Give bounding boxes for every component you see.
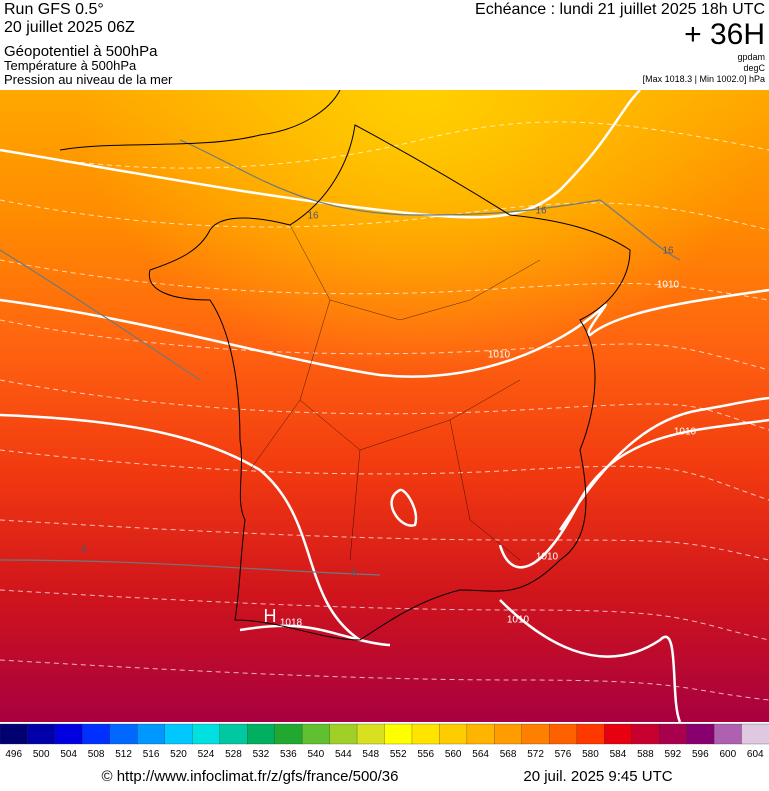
contour-label: 1010	[507, 615, 530, 626]
colorbar-label: 540	[307, 749, 324, 760]
valid-time: Echéance : lundi 21 juillet 2025 18h UTC	[475, 1, 765, 18]
colorbar-label: 548	[362, 749, 379, 760]
colorbar-swatch	[54, 723, 84, 745]
colorbar-swatch	[274, 723, 303, 745]
colorbar-label: 588	[637, 749, 654, 760]
colorbar-label: 532	[253, 749, 270, 760]
map-labels: 16 16 16 1010 1010 1010 1010 1010 H 1018 8 8	[81, 206, 696, 629]
colorbar-label: 528	[225, 749, 242, 760]
contour-label: H	[264, 606, 277, 626]
colorbar-swatch	[219, 723, 248, 745]
colorbar-label: 568	[500, 749, 517, 760]
unit: [Max 1018.3 | Min 1002.0] hPa	[643, 74, 765, 84]
colorbar-swatch	[356, 723, 386, 745]
lead-time: + 36H	[684, 18, 765, 51]
colorbar-label: 504	[60, 749, 77, 760]
colorbar-swatch	[658, 723, 688, 745]
contour-label: 1010	[488, 350, 511, 361]
colorbar-label: 592	[665, 749, 682, 760]
colorbar-label: 536	[280, 749, 297, 760]
colorbar-swatch	[109, 723, 138, 745]
colorbar-swatch	[411, 723, 441, 745]
contour-label: 1018	[280, 618, 303, 629]
header: Run GFS 0.5° 20 juillet 2025 06Z Géopote…	[4, 1, 766, 87]
colorbar-label: 580	[582, 749, 599, 760]
borders	[249, 224, 541, 561]
colorbar-swatch	[192, 723, 221, 745]
colorbar-swatch	[604, 723, 633, 745]
contour-label: 1010	[657, 280, 680, 291]
colorbar-swatch	[494, 723, 523, 745]
colorbar-swatch	[549, 723, 578, 745]
colorbar-label: 572	[527, 749, 544, 760]
geopotential-contours	[0, 139, 681, 576]
colorbar-swatch	[576, 723, 605, 745]
field-name: Température à 500hPa	[4, 58, 137, 73]
colorbar-label: 564	[472, 749, 489, 760]
colorbar-swatch	[247, 723, 276, 745]
coastline-uk	[59, 90, 341, 151]
unit: degC	[743, 63, 765, 73]
colorbar-swatch	[137, 723, 166, 745]
colorbar-label: 524	[198, 749, 215, 760]
colorbar-label: 596	[692, 749, 709, 760]
contour-label: 1010	[674, 427, 697, 438]
colorbar-swatch	[329, 723, 358, 745]
colorbar-label: 556	[417, 749, 434, 760]
colorbar-label: 496	[5, 749, 22, 760]
colorbar-label: 508	[88, 749, 105, 760]
colorbar-label: 560	[445, 749, 462, 760]
colorbar-label: 500	[33, 749, 50, 760]
colorbar-label: 544	[335, 749, 352, 760]
colorbar-swatch	[686, 723, 715, 745]
colorbar-swatch	[82, 723, 111, 745]
field-high	[0, 90, 769, 722]
colorbar-swatch	[439, 723, 468, 745]
colorbar-label: 584	[610, 749, 627, 760]
colorbar-label: 516	[143, 749, 160, 760]
colorbar-label: 576	[555, 749, 572, 760]
colorbar-swatch	[466, 723, 496, 745]
colorbar-label: 512	[115, 749, 132, 760]
colorbar-swatch	[631, 723, 660, 745]
colorbar: 496 500 504 508 512 516 520 524 528 532 536 540 544 5…	[0, 723, 769, 760]
source: © http://www.infoclimat.fr/z/gfs/france/…	[101, 768, 398, 785]
contour-label: 8	[351, 568, 357, 579]
run: 20 juillet 2025 06Z	[4, 19, 135, 36]
issued: 20 juil. 2025 9:45 UTC	[523, 768, 672, 785]
colorbar-label: 600	[719, 749, 736, 760]
contour-label: 16	[535, 206, 547, 217]
colorbar-swatch	[713, 723, 743, 745]
colorbar-swatch	[301, 723, 331, 745]
coastline	[148, 124, 631, 641]
contour-label: 1010	[536, 552, 559, 563]
colorbar-swatch	[741, 723, 769, 745]
colorbar-swatch	[27, 723, 56, 745]
colorbar-swatch	[521, 723, 550, 745]
colorbar-swatch	[0, 723, 29, 745]
field-name: Géopotentiel à 500hPa	[4, 43, 158, 60]
colorbar-swatch	[384, 723, 413, 745]
colorbar-label: 520	[170, 749, 187, 760]
unit: gpdam	[737, 52, 765, 62]
colorbar-label: 552	[390, 749, 407, 760]
model: Run GFS 0.5°	[4, 1, 104, 18]
field-name: Pression au niveau de la mer	[4, 72, 173, 87]
contour-label: 16	[307, 211, 319, 222]
map	[0, 90, 769, 722]
colorbar-swatch	[164, 723, 193, 745]
contour-label: 16	[662, 246, 674, 257]
contour-label: 8	[81, 545, 87, 556]
colorbar-label: 604	[747, 749, 764, 760]
